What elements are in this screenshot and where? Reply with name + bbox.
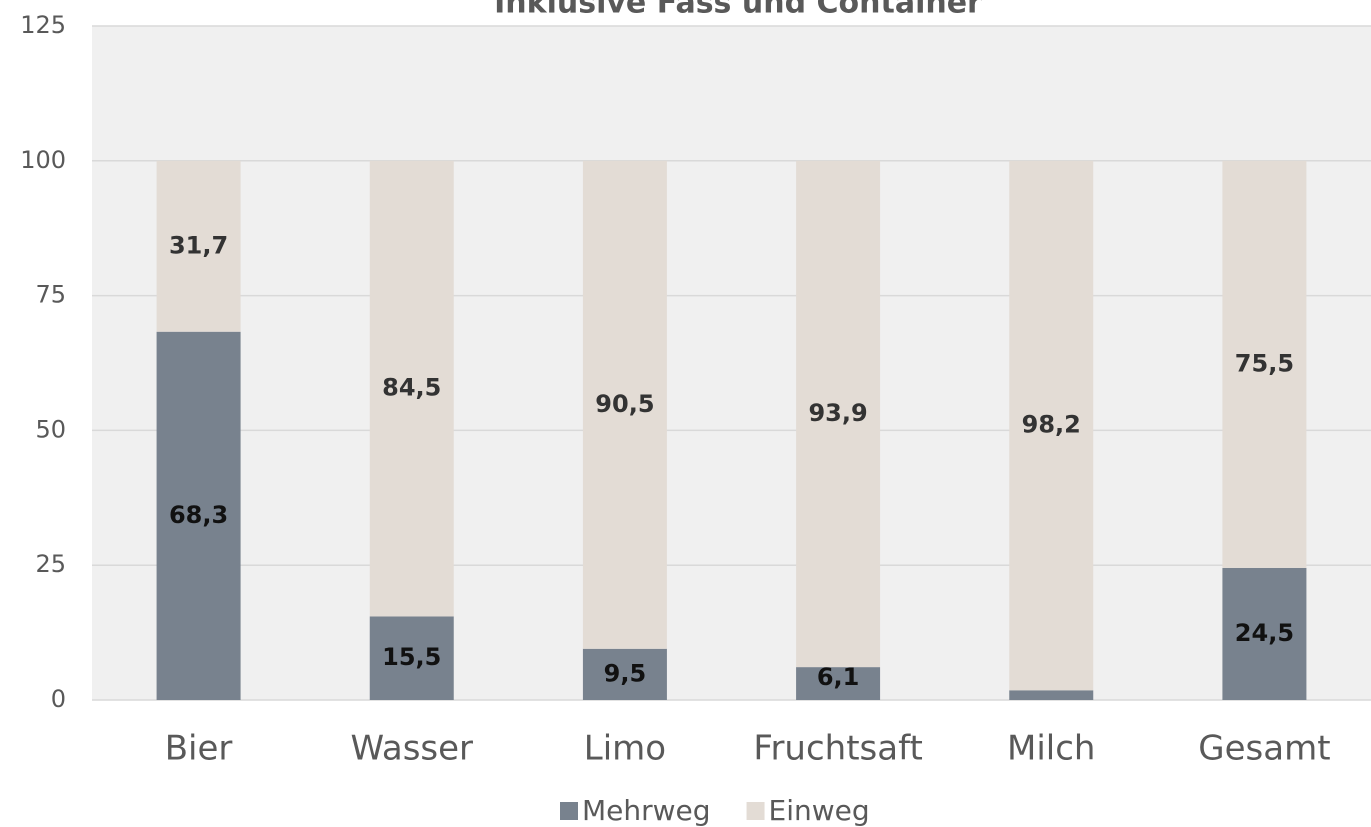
bar-segment <box>582 648 667 700</box>
bar-segment <box>1009 690 1094 700</box>
chart-title: Inklusive Fass und Container <box>494 0 982 21</box>
legend-label: Einweg <box>769 794 870 827</box>
bar-segment <box>369 160 454 617</box>
bar-segment <box>796 160 881 668</box>
bar-segment <box>1222 567 1307 700</box>
bar-segment <box>156 331 241 700</box>
data-label: 93,9 <box>808 399 867 427</box>
y-tick-label: 125 <box>20 11 66 39</box>
bar-segment <box>1222 160 1307 568</box>
y-tick-label: 100 <box>20 146 66 174</box>
y-tick-label: 50 <box>35 415 66 443</box>
x-tick-label: Fruchtsaft <box>753 729 922 769</box>
data-label: 9,5 <box>604 659 647 687</box>
data-label: 98,2 <box>1022 411 1081 439</box>
bar-segment <box>156 160 241 332</box>
data-label: 90,5 <box>595 390 654 418</box>
x-tick-label: Wasser <box>350 729 473 769</box>
x-tick-label: Limo <box>584 729 666 769</box>
data-label: 31,7 <box>169 231 228 259</box>
data-label: 68,3 <box>169 501 228 529</box>
y-tick-label: 75 <box>35 281 66 309</box>
x-tick-label: Bier <box>165 729 233 769</box>
data-label: 75,5 <box>1235 349 1294 377</box>
x-tick-label: Gesamt <box>1198 729 1330 769</box>
data-label: 24,5 <box>1235 619 1294 647</box>
data-label: 6,1 <box>817 663 860 691</box>
bar-segment <box>1009 160 1094 691</box>
legend-swatch <box>746 802 765 820</box>
legend-swatch <box>560 802 578 820</box>
legend-label: Mehrweg <box>582 794 711 827</box>
y-tick-label: 0 <box>51 685 66 713</box>
bar-segment <box>369 616 454 700</box>
data-label: 15,5 <box>382 643 441 671</box>
data-label: 84,5 <box>382 374 441 402</box>
x-tick-label: Milch <box>1007 729 1095 769</box>
bar-segment <box>582 160 667 649</box>
bar-segment <box>796 667 881 700</box>
plot-area <box>92 26 1371 700</box>
y-tick-label: 25 <box>35 550 66 578</box>
